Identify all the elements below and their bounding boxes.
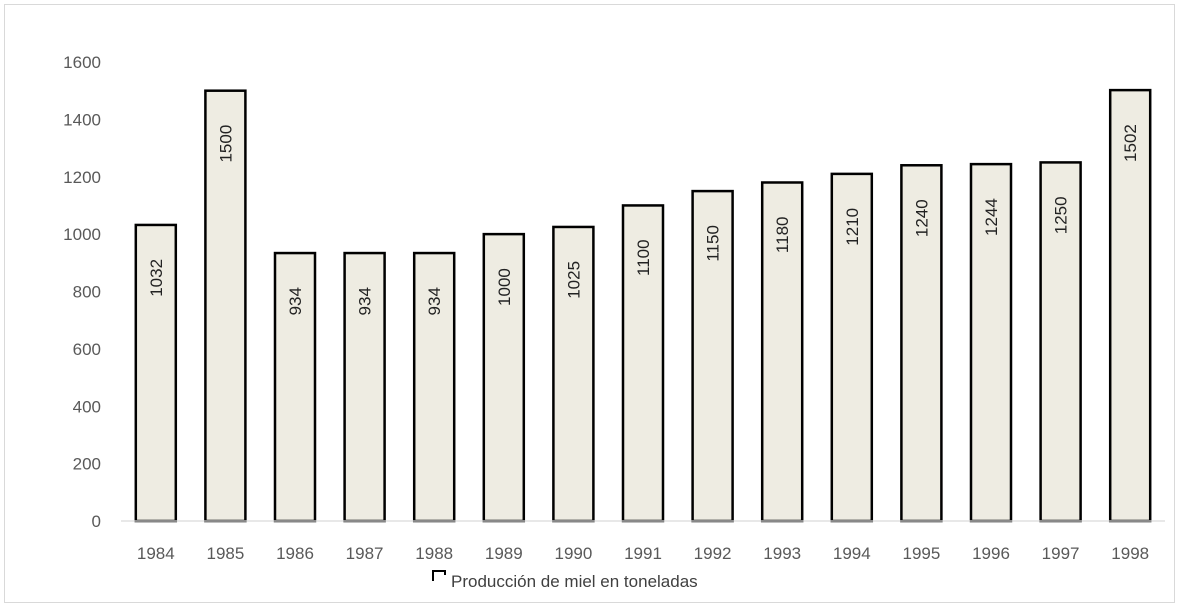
x-tick-label: 1997	[1042, 544, 1080, 563]
data-label: 1240	[912, 199, 931, 237]
x-tick-label: 1990	[554, 544, 592, 563]
data-labels: 1032 1500 934 934 934 1000 1025 1100 1150 1180 121…	[147, 124, 1140, 315]
x-tick-label: 1992	[694, 544, 732, 563]
data-label: 934	[286, 287, 305, 315]
data-label: 1000	[495, 268, 514, 306]
bar-1993	[760, 181, 804, 523]
bar-1994	[830, 172, 874, 523]
bar-1997	[1039, 161, 1082, 523]
x-axis-ticks: 1984 1985 1986 1987 1988 1989 1990 1991 1992 1993…	[137, 544, 1149, 563]
legend-label: Producción de miel en toneladas	[451, 572, 698, 591]
y-tick-label: 1400	[63, 110, 101, 129]
data-label: 1210	[843, 208, 862, 246]
y-tick-label: 1200	[63, 168, 101, 187]
x-tick-label: 1993	[763, 544, 801, 563]
data-label: 1500	[216, 125, 235, 163]
data-label: 934	[356, 287, 375, 315]
x-tick-label: 1991	[624, 544, 662, 563]
data-label: 1032	[147, 259, 166, 297]
data-label: 1150	[704, 225, 723, 262]
x-tick-label: 1989	[485, 544, 523, 563]
x-tick-label: 1995	[902, 544, 940, 563]
y-tick-label: 400	[73, 397, 101, 416]
chart-container: 0 200 400 600 800 1000 1200 1400 1600 1984 1985 19…	[4, 4, 1175, 603]
bar-1995	[900, 164, 943, 523]
x-tick-label: 1985	[206, 544, 244, 563]
legend-swatch	[432, 570, 446, 581]
legend: Producción de miel en toneladas	[432, 570, 698, 591]
x-tick-label: 1986	[276, 544, 314, 563]
y-tick-label: 0	[92, 512, 101, 531]
y-tick-label: 1600	[63, 53, 101, 72]
x-tick-label: 1998	[1111, 544, 1149, 563]
y-tick-label: 1000	[63, 225, 101, 244]
x-tick-label: 1987	[346, 544, 384, 563]
x-tick-label: 1988	[415, 544, 453, 563]
bar-1984	[134, 223, 178, 523]
y-tick-label: 800	[73, 283, 101, 302]
x-tick-label: 1996	[972, 544, 1010, 563]
y-tick-label: 600	[73, 340, 101, 359]
x-tick-label: 1994	[833, 544, 871, 563]
y-tick-label: 200	[73, 455, 101, 474]
bar-1991	[621, 204, 665, 523]
data-label: 1250	[1052, 196, 1071, 234]
x-tick-label: 1984	[137, 544, 175, 563]
data-label: 934	[425, 287, 444, 315]
data-label: 1244	[982, 198, 1001, 236]
bar-1987	[343, 251, 386, 523]
data-label: 1100	[634, 239, 653, 276]
data-label: 1025	[564, 261, 583, 299]
y-axis-ticks: 0 200 400 600 800 1000 1200 1400 1600	[63, 53, 101, 531]
data-label: 1180	[773, 216, 792, 253]
bars	[134, 88, 1152, 523]
bar-1989	[482, 232, 526, 523]
data-label: 1502	[1121, 124, 1140, 162]
